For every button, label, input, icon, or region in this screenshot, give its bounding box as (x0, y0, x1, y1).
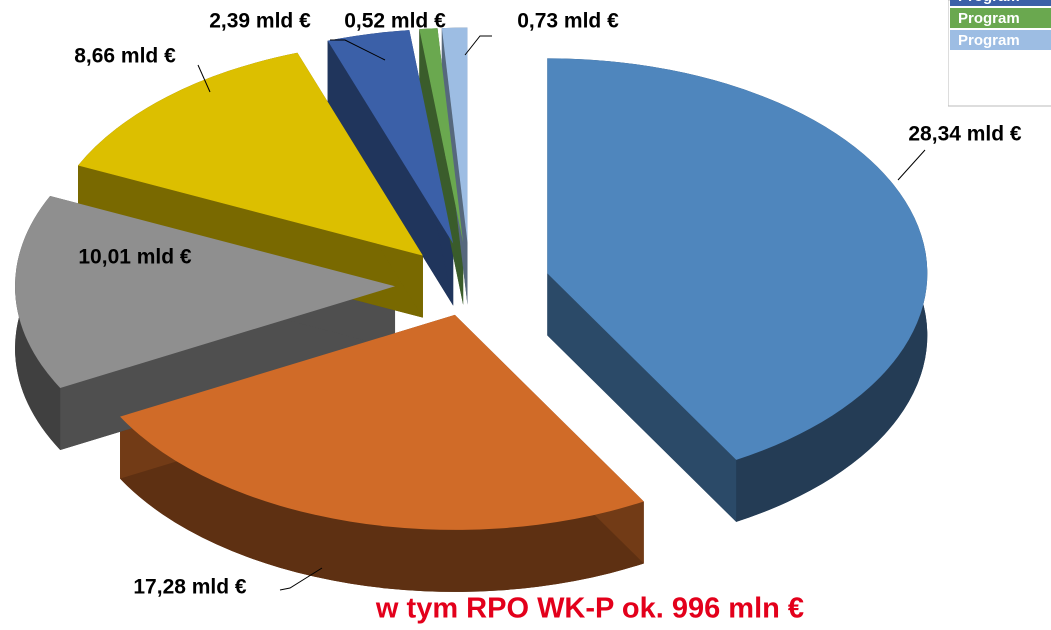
leader-line (464, 35, 492, 56)
labels: 28,34 mld € 17,28 mld € 10,01 mld € 8,66 ml… (74, 10, 1022, 599)
slice (120, 314, 644, 530)
slice-side (120, 416, 644, 592)
legend-label: Program (958, 0, 1020, 5)
data-label: 2,39 mld € (209, 10, 311, 33)
slice (327, 30, 454, 244)
slice (15, 196, 396, 388)
data-label: 8,66 mld € (74, 45, 176, 68)
leader-line (197, 64, 211, 93)
data-label: 0,73 mld € (517, 10, 619, 33)
slice-wall (547, 273, 737, 522)
annotation: w tym RPO WK-P ok. 996 mln € (375, 593, 804, 625)
slice (78, 52, 423, 256)
data-label: 17,28 mld € (133, 576, 247, 599)
slice-wall (441, 28, 468, 305)
data-label: 10,01 mld € (78, 246, 192, 269)
slice (547, 58, 928, 460)
slice-wall (60, 286, 396, 450)
legend-label: Program (958, 32, 1020, 49)
legend-swatch (950, 0, 1051, 6)
leader-line (897, 149, 926, 181)
leader-line (330, 39, 386, 61)
legend-label: Program (958, 10, 1020, 27)
slice (419, 28, 464, 243)
legend-swatch (950, 8, 1051, 28)
legend: Program Program Program (948, 0, 1051, 107)
data-label: 0,52 mld € (344, 10, 446, 33)
slice (441, 27, 468, 243)
slice-wall (419, 29, 464, 305)
leader-line (279, 567, 323, 591)
data-label: 28,34 mld € (908, 123, 1022, 146)
legend-swatch (950, 30, 1051, 50)
slice-wall (327, 40, 454, 306)
pie-tops (15, 27, 928, 530)
